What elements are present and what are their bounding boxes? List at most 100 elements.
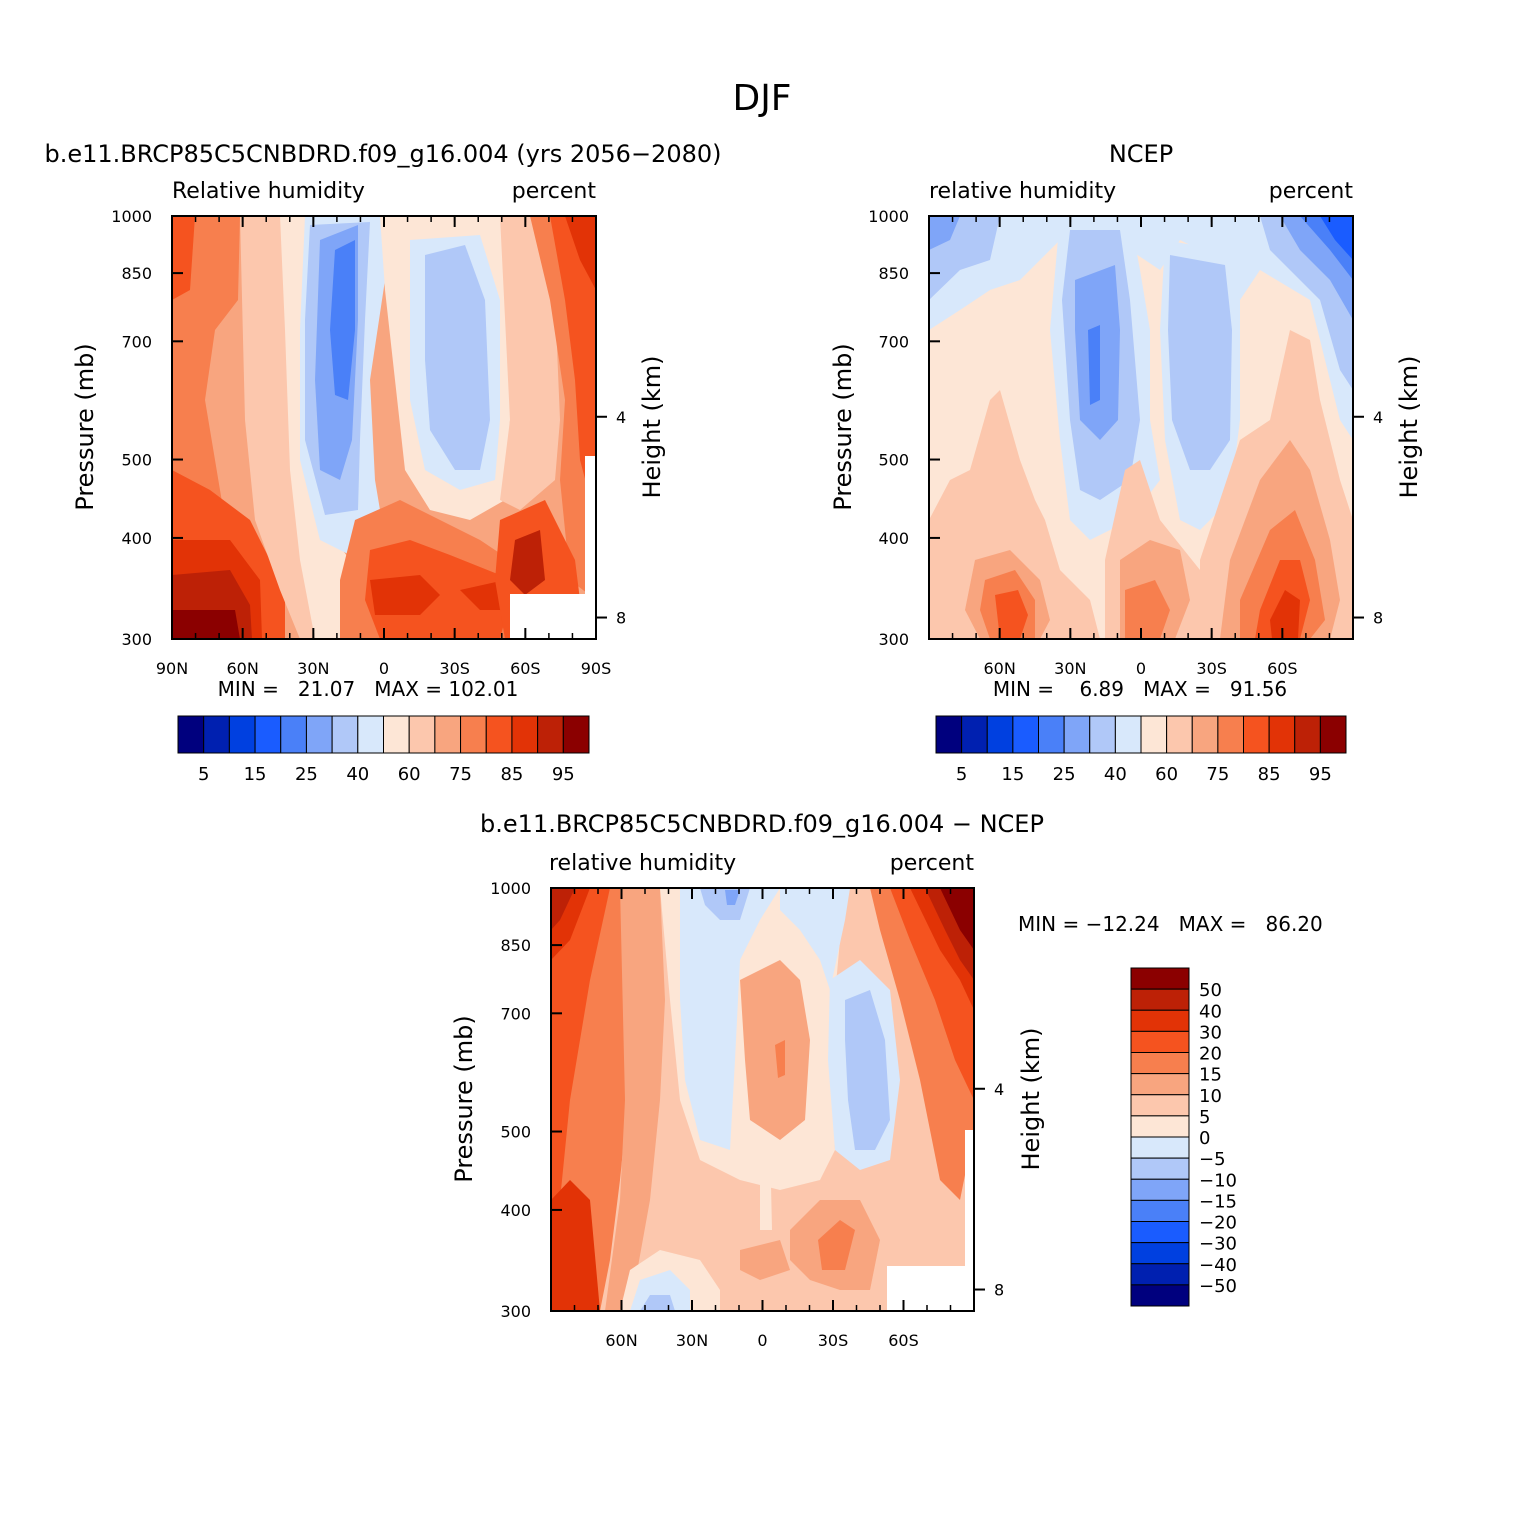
colorbar-label: −30: [1199, 1234, 1237, 1255]
colorbar-swatch: [1012, 715, 1039, 754]
x-tick-label: 30S: [439, 659, 470, 678]
colorbar-swatch: [408, 715, 436, 754]
colorbar-swatch: [1089, 715, 1116, 754]
y-axis-label-right: Height (km): [1395, 356, 1423, 499]
colorbar-label: 85: [1258, 764, 1281, 785]
height-tick-label: 8: [994, 1281, 1004, 1300]
x-tick-label: 60N: [605, 1331, 637, 1350]
colorbar-swatch: [1268, 715, 1296, 754]
colorbar-swatch: [1166, 715, 1193, 754]
y-tick-label: 700: [878, 332, 909, 351]
x-tick-label: 30N: [297, 659, 329, 678]
y-tick-label: 700: [121, 332, 152, 351]
panel-ncep: NCEP relative humidity percent: [829, 140, 1423, 785]
colorbar-label: 60: [1155, 764, 1178, 785]
colorbar-swatch: [1130, 1199, 1190, 1222]
colorbar-swatch: [203, 715, 230, 754]
colorbar-swatch: [1319, 715, 1347, 754]
colorbar-swatch: [1038, 715, 1065, 754]
x-tick-label: 30S: [1196, 659, 1227, 678]
colorbar-swatch: [228, 715, 256, 754]
units-label: percent: [1269, 179, 1354, 204]
colorbar-label: 95: [552, 764, 575, 785]
colorbar: 5 15 25 40 60 75 85 95: [935, 715, 1347, 785]
x-tick-label: 30N: [676, 1331, 708, 1350]
panel-title: b.e11.BRCP85C5CNBDRD.f09_g16.004 − NCEP: [480, 810, 1044, 838]
colorbar-label: 5: [956, 764, 967, 785]
colorbar-swatch: [511, 715, 539, 754]
colorbar-swatch: [331, 715, 359, 754]
colorbar-swatch: [1130, 1009, 1190, 1032]
x-tick-label: 30N: [1054, 659, 1086, 678]
x-tick-label: 60N: [984, 659, 1016, 678]
colorbar-swatch: [1130, 1284, 1190, 1307]
colorbar-swatch: [1130, 1242, 1190, 1265]
colorbar-swatch: [1130, 1115, 1190, 1138]
colorbar-swatch: [1191, 715, 1219, 754]
y-tick-label: 300: [878, 630, 909, 649]
colorbar-label: 10: [1199, 1086, 1222, 1107]
y-axis-label: Pressure (mb): [450, 1015, 478, 1182]
colorbar-label: 85: [500, 764, 523, 785]
colorbar-label: 40: [346, 764, 369, 785]
y-tick-label: 700: [500, 1004, 531, 1023]
min-max-label: MIN = 21.07 MAX = 102.01: [218, 677, 519, 701]
colorbar-swatch: [485, 715, 513, 754]
axes: 60N 30N 0 30S 60S 300 400 500 700 850 1000 8 4: [490, 879, 1004, 1350]
height-tick-label: 8: [616, 609, 626, 628]
colorbar-label: 25: [1053, 764, 1076, 785]
height-tick-label: 4: [616, 408, 626, 427]
x-tick-label: 0: [1136, 659, 1146, 678]
colorbar-swatch: [537, 715, 564, 754]
colorbar-swatch: [1140, 715, 1168, 754]
height-tick-label: 8: [1373, 609, 1383, 628]
y-tick-label: 850: [878, 264, 909, 283]
y-axis-label-right: Height (km): [1017, 1028, 1045, 1171]
y-tick-label: 300: [121, 630, 152, 649]
colorbar-label: 25: [295, 764, 318, 785]
y-tick-label: 1000: [111, 207, 152, 226]
min-max-label: MIN = 6.89 MAX = 91.56: [993, 677, 1287, 701]
colorbar-label: 75: [1206, 764, 1229, 785]
variable-label: relative humidity: [929, 179, 1116, 204]
y-axis-label-right: Height (km): [638, 356, 666, 499]
colorbar-label: 15: [244, 764, 267, 785]
panel-model: b.e11.BRCP85C5CNBDRD.f09_g16.004 (yrs 20…: [44, 140, 721, 785]
contour-field: [172, 216, 596, 639]
colorbar-label: 0: [1199, 1128, 1210, 1149]
colorbar-swatch: [280, 715, 307, 754]
colorbar-swatch: [1130, 967, 1190, 990]
colorbar-swatch: [1130, 1136, 1190, 1159]
colorbar-label: 15: [1199, 1065, 1222, 1086]
min-max-label: MIN = −12.24 MAX = 86.20: [1018, 912, 1323, 936]
panel-title: NCEP: [1109, 140, 1173, 168]
colorbar-swatch: [1130, 1052, 1190, 1075]
height-tick-label: 4: [1373, 408, 1383, 427]
variable-label: relative humidity: [549, 851, 736, 876]
x-tick-label: 0: [757, 1331, 767, 1350]
colorbar-swatch: [1130, 1030, 1190, 1053]
units-label: percent: [512, 179, 597, 204]
panel-difference: b.e11.BRCP85C5CNBDRD.f09_g16.004 − NCEP …: [450, 810, 1323, 1350]
colorbar-swatch: [177, 715, 205, 754]
contour-field: [929, 216, 1353, 639]
colorbar-swatch: [935, 715, 963, 754]
colorbar-label: 60: [398, 764, 421, 785]
colorbar-label: −5: [1199, 1149, 1226, 1170]
colorbar-swatch: [254, 715, 282, 754]
colorbar-swatch: [1063, 715, 1091, 754]
colorbar-swatch: [961, 715, 988, 754]
y-tick-label: 500: [878, 451, 909, 470]
y-tick-label: 300: [500, 1302, 531, 1321]
variable-label: Relative humidity: [172, 179, 365, 204]
axes: 90N 60N 30N 0 30S 60S 90S 300 400 500 700 850 1000 8 4: [111, 207, 626, 678]
colorbar-swatch: [986, 715, 1014, 754]
colorbar-label: 95: [1309, 764, 1332, 785]
height-tick-label: 4: [994, 1080, 1004, 1099]
colorbar-label: −20: [1199, 1213, 1237, 1234]
y-axis-label: Pressure (mb): [829, 343, 857, 510]
x-tick-label: 60S: [888, 1331, 919, 1350]
colorbar-label: −50: [1199, 1276, 1237, 1297]
y-tick-label: 400: [878, 529, 909, 548]
